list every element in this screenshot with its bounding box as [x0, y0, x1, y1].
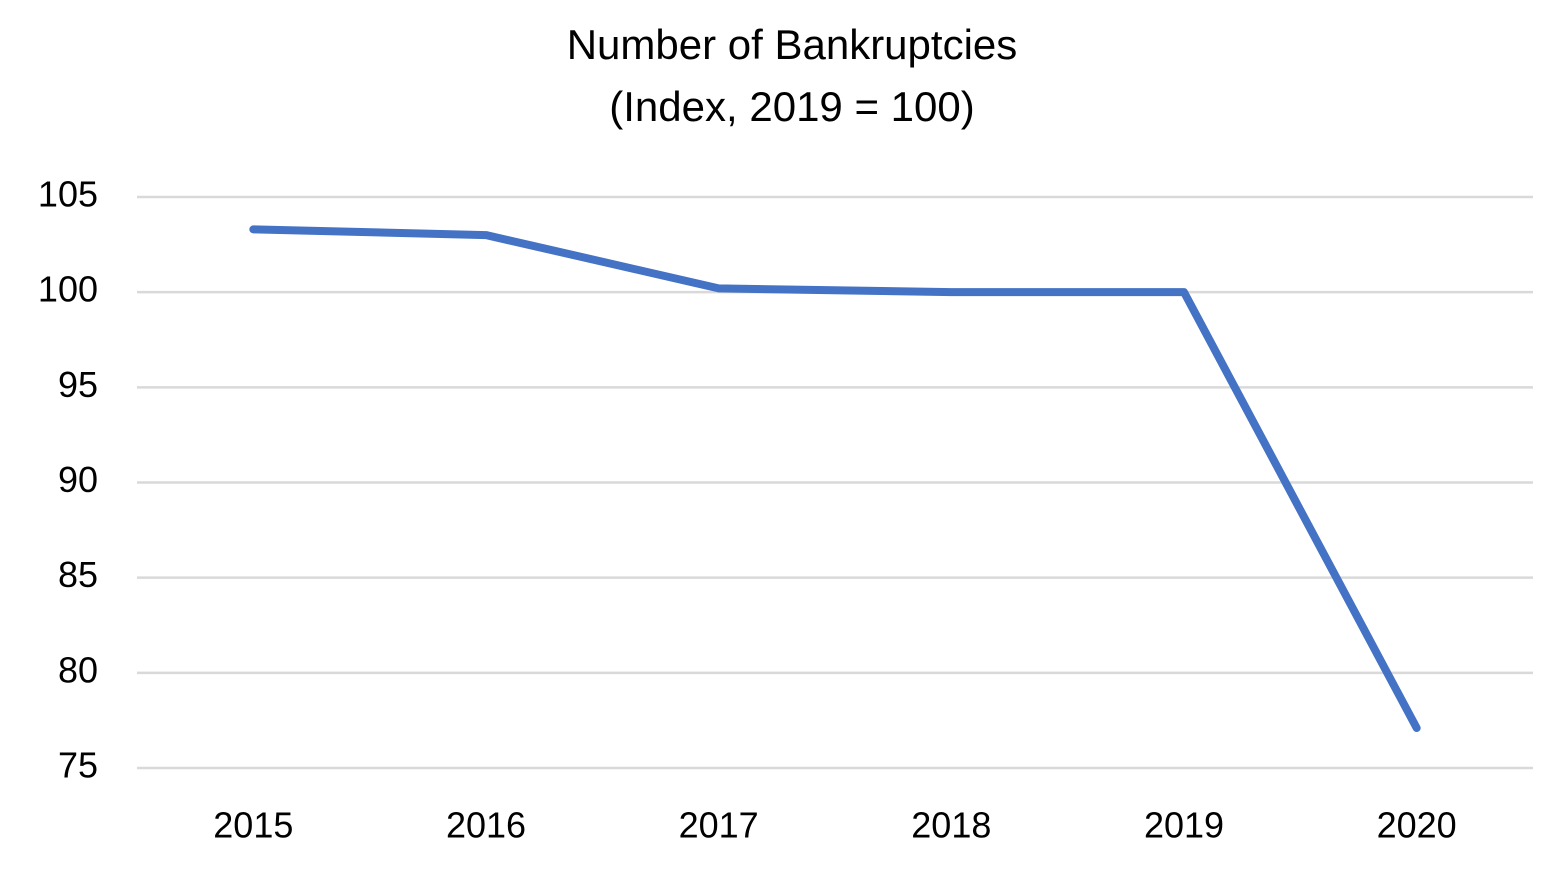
- x-tick-label: 2018: [911, 805, 991, 846]
- x-tick-label: 2017: [679, 805, 759, 846]
- data-line: [249, 225, 1421, 733]
- y-tick-label: 105: [38, 174, 98, 215]
- y-tick-label: 80: [58, 649, 98, 690]
- y-tick-label: 90: [58, 459, 98, 500]
- chart-title: Number of Bankruptcies: [567, 21, 1018, 68]
- x-tick-label: 2015: [213, 805, 293, 846]
- y-tick-label: 100: [38, 269, 98, 310]
- y-tick-label: 95: [58, 364, 98, 405]
- x-tick-label: 2019: [1144, 805, 1224, 846]
- y-tick-label: 85: [58, 554, 98, 595]
- x-tick-label: 2016: [446, 805, 526, 846]
- chart-subtitle: (Index, 2019 = 100): [609, 83, 974, 130]
- x-tick-label: 2020: [1377, 805, 1457, 846]
- y-tick-label: 75: [58, 745, 98, 786]
